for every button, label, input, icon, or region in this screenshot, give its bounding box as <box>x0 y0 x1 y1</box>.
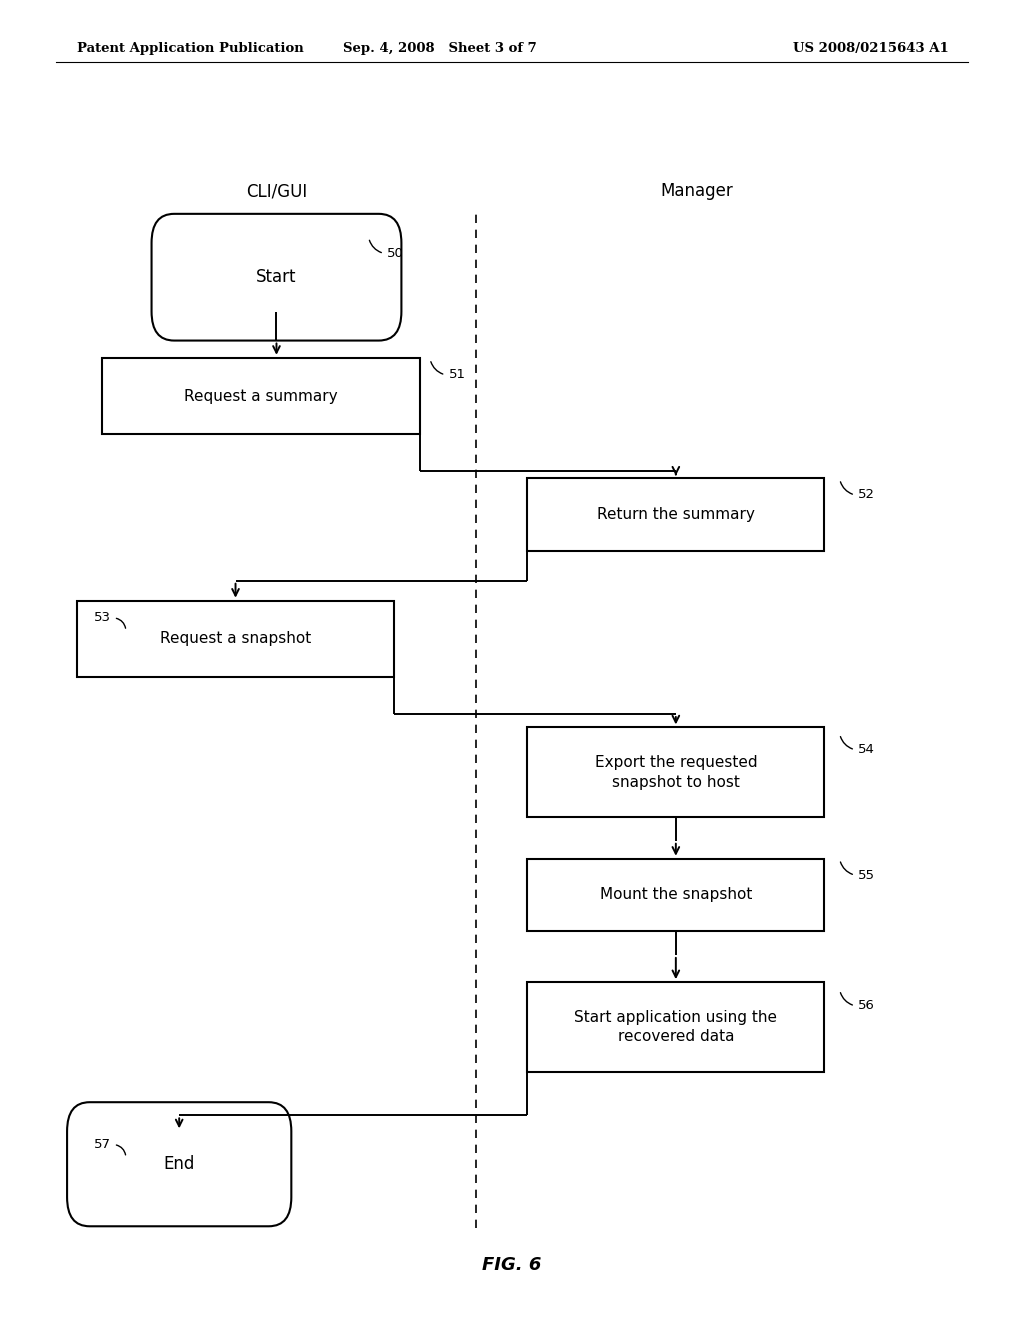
Text: 55: 55 <box>858 869 876 882</box>
Bar <box>527 859 824 932</box>
Text: US 2008/0215643 A1: US 2008/0215643 A1 <box>793 42 948 55</box>
Text: 53: 53 <box>93 611 111 624</box>
FancyBboxPatch shape <box>152 214 401 341</box>
Text: 52: 52 <box>858 488 876 502</box>
Text: Sep. 4, 2008   Sheet 3 of 7: Sep. 4, 2008 Sheet 3 of 7 <box>343 42 538 55</box>
Text: Start application using the
recovered data: Start application using the recovered da… <box>574 1010 777 1044</box>
Text: Start: Start <box>256 268 297 286</box>
Bar <box>77 601 394 677</box>
Text: Request a snapshot: Request a snapshot <box>160 631 311 647</box>
Text: Patent Application Publication: Patent Application Publication <box>77 42 303 55</box>
FancyBboxPatch shape <box>68 1102 291 1226</box>
Text: 57: 57 <box>93 1138 111 1151</box>
Text: Mount the snapshot: Mount the snapshot <box>600 887 752 903</box>
Text: FIG. 6: FIG. 6 <box>482 1255 542 1274</box>
Bar <box>527 727 824 817</box>
Text: Export the requested
snapshot to host: Export the requested snapshot to host <box>595 755 757 789</box>
Text: 54: 54 <box>858 743 874 756</box>
Text: Return the summary: Return the summary <box>597 507 755 523</box>
Bar <box>527 479 824 552</box>
Text: Manager: Manager <box>659 182 733 201</box>
Bar <box>527 982 824 1072</box>
Text: 51: 51 <box>449 368 466 381</box>
Bar <box>102 358 420 434</box>
Text: Request a summary: Request a summary <box>184 388 338 404</box>
Text: 56: 56 <box>858 999 874 1012</box>
Text: 50: 50 <box>387 247 403 260</box>
Text: End: End <box>164 1155 195 1173</box>
Text: CLI/GUI: CLI/GUI <box>246 182 307 201</box>
